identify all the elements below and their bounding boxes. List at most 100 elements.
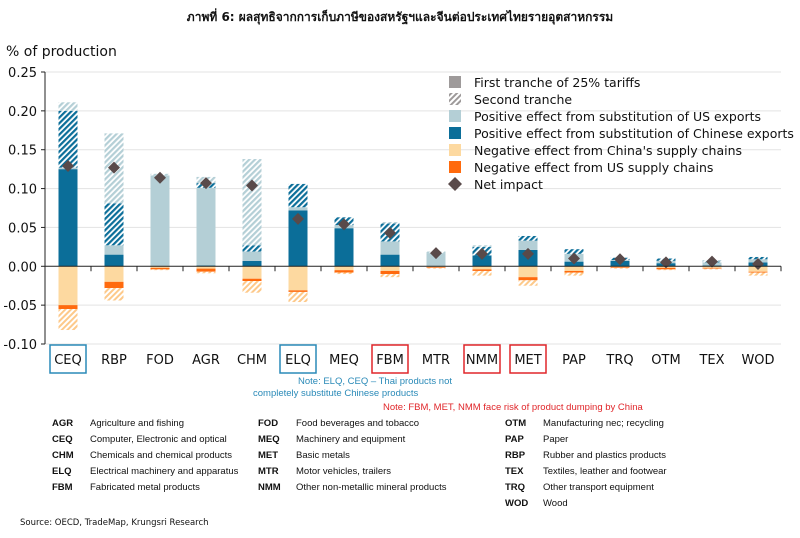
net-impact-marker-CEQ <box>62 160 74 173</box>
glossary-item: MTR Motor vehicles, trailers <box>258 466 391 477</box>
bar-segment-NMM <box>472 255 492 267</box>
bar-segment-FBM <box>380 241 400 255</box>
x-tick-label: FBM <box>376 353 404 368</box>
note-blue-line: completely substitute Chinese products <box>253 388 419 399</box>
x-tick-label: MTR <box>422 353 450 368</box>
y-tick-label: -0.10 <box>3 338 37 353</box>
legend-label: Second tranche <box>474 92 572 107</box>
bar-segment-CEQ <box>58 169 78 267</box>
bar-segment-TRQ <box>610 267 630 268</box>
x-tick-label: MET <box>514 353 541 368</box>
bar-segment-TRQ <box>610 267 630 269</box>
bar-segment-MET <box>518 235 538 241</box>
glossary-code: OTM <box>505 418 527 429</box>
glossary-code: ELQ <box>52 466 72 477</box>
chart-title: ภาพที่ 6: ผลสุทธิจากการเก็บภาษีของสหรัฐฯ… <box>186 10 614 24</box>
x-tick-label: PAP <box>562 353 586 368</box>
net-impact-marker-FOD <box>154 171 166 184</box>
bar-segment-MTR <box>426 253 446 267</box>
bar-segment-ELQ <box>288 210 308 267</box>
legend-swatch <box>449 76 461 88</box>
glossary-desc: Other transport equipment <box>543 482 654 493</box>
bar-segment-CHM <box>242 251 262 261</box>
bar-segment-NMM <box>472 270 492 276</box>
glossary-item: NMM Other non-metallic mineral products <box>258 482 446 493</box>
glossary-item: TRQ Other transport equipment <box>505 482 654 493</box>
net-impact-marker-OTM <box>660 256 672 269</box>
x-tick-label: TRQ <box>605 353 633 368</box>
legend-net-icon <box>448 177 462 191</box>
net-impact-marker-MEQ <box>338 218 350 231</box>
glossary-item: PAP Paper <box>505 434 568 445</box>
glossary-code: TEX <box>505 466 524 477</box>
glossary-code: MTR <box>258 466 279 477</box>
bar-segment-CEQ <box>58 102 78 111</box>
glossary-desc: Wood <box>543 498 568 509</box>
bar-segment-MET <box>518 240 538 250</box>
glossary-item: CHM Chemicals and chemical products <box>52 450 232 461</box>
bar-segment-CHM <box>242 260 262 267</box>
glossary-desc: Fabricated metal products <box>90 482 200 493</box>
glossary-code: MEQ <box>258 434 280 445</box>
x-tick-label: OTM <box>651 353 680 368</box>
glossary-desc: Manufacturing nec; recycling <box>543 418 664 429</box>
bar-segment-CEQ <box>58 305 78 310</box>
glossary-item: WOD Wood <box>505 498 568 509</box>
glossary-item: FOD Food beverages and tobacco <box>258 418 419 429</box>
bar-segment-CEQ <box>58 110 78 168</box>
bar-segment-OTM <box>656 267 676 270</box>
net-impact-marker-CHM <box>246 179 258 192</box>
bar-segment-ELQ <box>288 291 308 303</box>
bar-segment-FOD <box>150 267 170 270</box>
y-tick-label: 0.00 <box>8 260 37 275</box>
bar-segment-OTM <box>656 269 676 271</box>
bar-segment-MEQ <box>334 228 354 267</box>
legend-swatch <box>449 93 461 105</box>
net-impact-marker-ELQ <box>292 212 304 225</box>
bar-segment-CHM <box>242 245 262 252</box>
bar-segment-MET <box>518 280 538 286</box>
bar-segment-MTR <box>426 267 446 268</box>
glossary-item: MEQ Machinery and equipment <box>258 434 405 445</box>
glossary-code: NMM <box>258 482 281 493</box>
glossary-desc: Electrical machinery and apparatus <box>90 466 239 477</box>
bar-segment-CHM <box>242 159 262 246</box>
bar-segment-FBM <box>380 274 400 278</box>
legend-swatch <box>449 161 461 173</box>
x-tick-label: ELQ <box>285 353 311 368</box>
bar-segment-NMM <box>472 245 492 247</box>
bar-segment-AGR <box>196 271 216 274</box>
bar-segment-TEX <box>702 268 722 270</box>
net-impact-marker-WOD <box>752 257 764 270</box>
highlight-box-FBM <box>371 344 409 374</box>
glossary-code: PAP <box>505 434 524 445</box>
glossary-code: CHM <box>52 450 74 461</box>
bar-segment-RBP <box>104 288 124 301</box>
y-tick-label: 0.25 <box>8 66 37 81</box>
glossary-desc: Other non-metallic mineral products <box>296 482 447 493</box>
bar-segment-AGR <box>196 187 216 266</box>
x-tick-label: RBP <box>101 353 127 368</box>
y-tick-label: 0.20 <box>8 105 37 120</box>
net-impact-marker-NMM <box>476 247 488 260</box>
bar-segment-NMM <box>472 266 492 270</box>
glossary-code: CEQ <box>52 434 73 445</box>
glossary-desc: Chemicals and chemical products <box>90 450 233 461</box>
bar-segment-FBM <box>380 221 400 224</box>
highlight-box-NMM <box>463 344 501 374</box>
y-tick-label: 0.15 <box>8 144 37 159</box>
bar-segment-CEQ <box>58 266 78 306</box>
glossary-desc: Basic metals <box>296 450 350 461</box>
bar-segment-FBM <box>380 266 400 271</box>
legend-label: Negative effect from China's supply chai… <box>474 143 742 158</box>
y-axis-label: % of production <box>6 44 117 60</box>
legend-label: Net impact <box>474 177 543 192</box>
note-blue: Note: ELQ, CEQ – Thai products not compl… <box>253 376 452 400</box>
glossary-desc: Machinery and equipment <box>296 434 406 445</box>
bar-segment-MEQ <box>334 272 354 275</box>
bar-segment-PAP <box>564 249 584 254</box>
bar-segment-RBP <box>104 254 124 267</box>
glossary-code: RBP <box>505 450 526 461</box>
legend-label: Negative effect from US supply chains <box>474 160 713 175</box>
source-note: Source: OECD, TradeMap, Krungsri Researc… <box>20 518 209 528</box>
